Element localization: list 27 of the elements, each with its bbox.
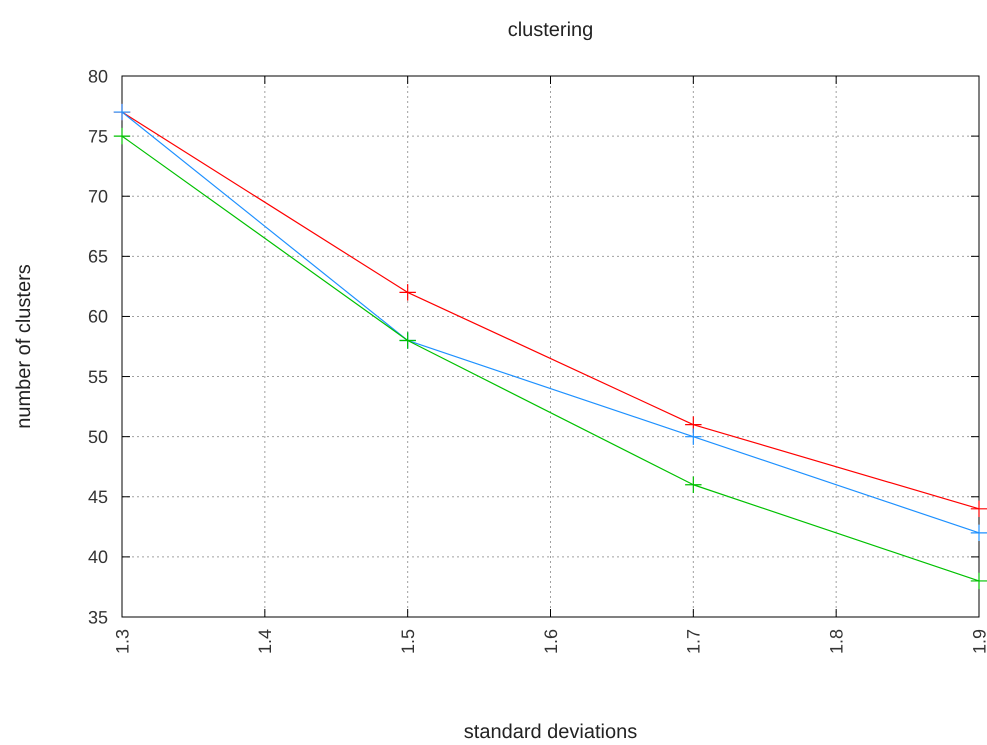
x-tick-label: 1.9 [969, 629, 987, 654]
x-tick-label: 1.8 [826, 629, 846, 654]
y-tick-label: 50 [88, 426, 108, 447]
chart-title: clustering [508, 19, 594, 41]
x-axis-title: standard deviations [464, 721, 638, 743]
x-tick-label: 1.3 [112, 629, 132, 654]
x-tick-label: 1.7 [684, 629, 704, 654]
point [970, 572, 987, 590]
y-tick-label: 60 [88, 306, 108, 327]
y-tick-label: 40 [88, 547, 108, 568]
point [398, 284, 416, 302]
y-tick-label: 35 [88, 607, 108, 628]
y-tick-label: 65 [88, 246, 108, 267]
point [684, 428, 702, 446]
x-tick-label: 1.6 [540, 629, 561, 654]
y-tick-label: 55 [88, 366, 108, 387]
point [970, 500, 987, 518]
point [684, 476, 702, 494]
x-tick-label: 1.5 [398, 629, 418, 654]
y-tick-label: 45 [88, 487, 108, 508]
y-tick-label: 80 [88, 66, 108, 86]
y-tick-label: 70 [88, 186, 108, 207]
y-tick-label: 75 [88, 126, 108, 146]
y-axis-title: number of clusters [13, 264, 35, 429]
x-tick-label: 1.4 [255, 629, 276, 654]
point [113, 127, 131, 145]
point [970, 524, 987, 542]
